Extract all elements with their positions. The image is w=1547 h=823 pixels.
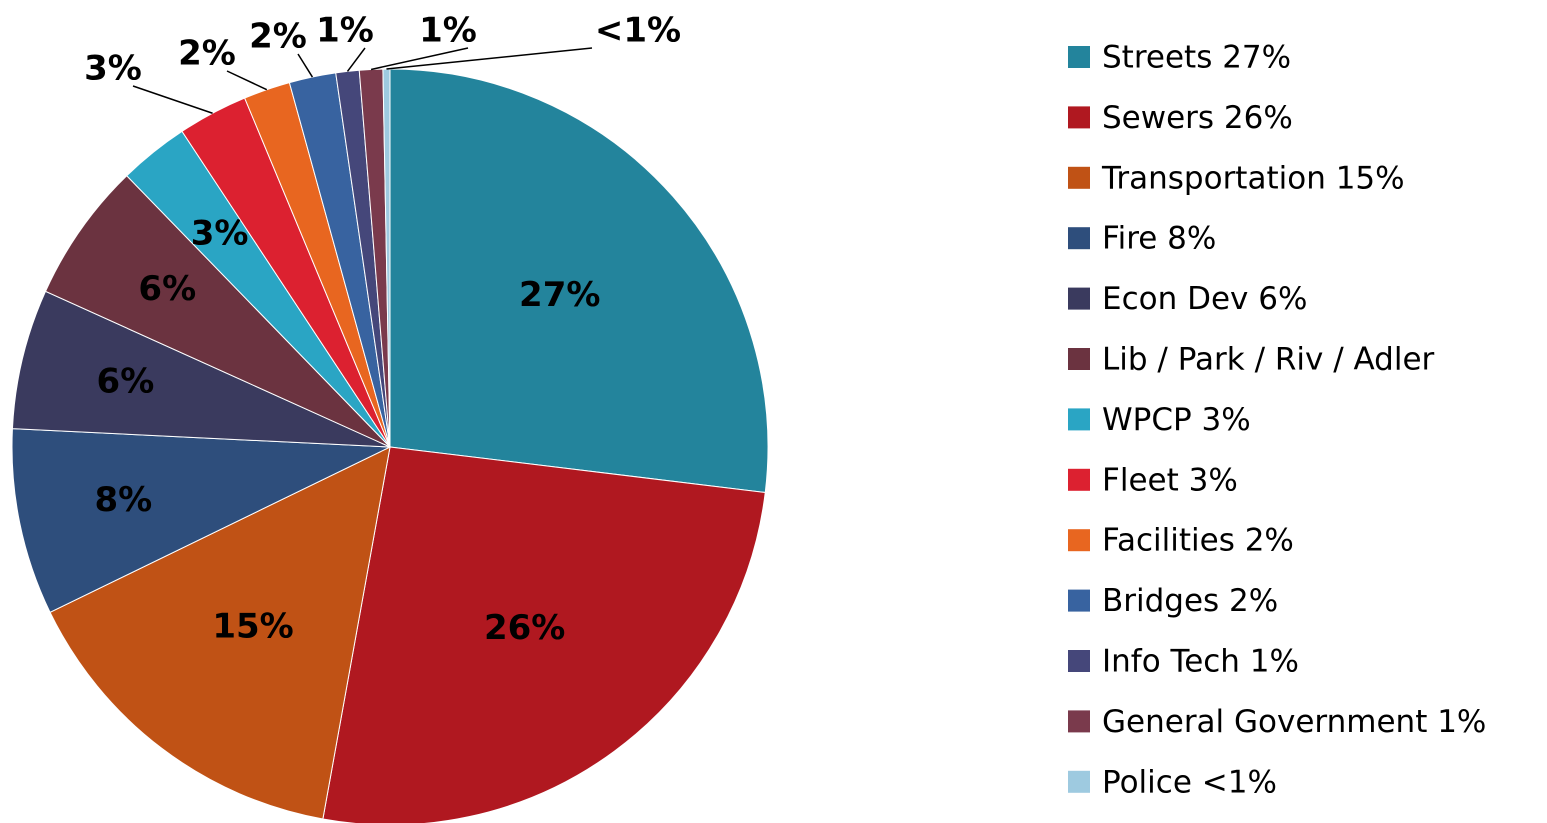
- legend-label: Info Tech 1%: [1102, 644, 1299, 680]
- legend-swatch: [1068, 589, 1090, 612]
- data-label: <1%: [595, 11, 681, 51]
- legend-label: Econ Dev 6%: [1102, 281, 1307, 317]
- legend-label: Sewers 26%: [1102, 100, 1293, 136]
- legend-swatch: [1068, 710, 1090, 733]
- legend-swatch: [1068, 468, 1090, 491]
- legend-swatch: [1068, 348, 1090, 370]
- data-label: 3%: [191, 213, 249, 253]
- data-label: 6%: [138, 269, 196, 309]
- data-label: 26%: [484, 608, 565, 648]
- data-label: 1%: [316, 11, 374, 51]
- legend-label: Fire 8%: [1102, 221, 1216, 257]
- legend-swatch: [1068, 166, 1090, 189]
- leader-line: [346, 47, 366, 72]
- legend-swatch: [1068, 46, 1090, 68]
- pie-slice: [11, 290, 391, 448]
- leader-line: [370, 47, 469, 71]
- legend-swatch: [1068, 287, 1090, 310]
- pie-slice: [49, 446, 391, 820]
- legend-label: General Government 1%: [1102, 704, 1486, 740]
- legend-label: WPCP 3%: [1102, 402, 1251, 438]
- data-label: 6%: [97, 362, 155, 402]
- legend-swatch: [1068, 106, 1090, 129]
- data-label: 1%: [419, 11, 477, 51]
- legend-label: Bridges 2%: [1102, 583, 1278, 619]
- data-label: 15%: [212, 606, 293, 646]
- legend-label: Transportation 15%: [1101, 160, 1405, 196]
- data-label: 3%: [84, 49, 142, 89]
- legend-swatch: [1068, 770, 1090, 793]
- legend-label: Lib / Park / Riv / Adler: [1102, 342, 1435, 378]
- data-label: 27%: [519, 275, 600, 315]
- legend-swatch: [1068, 227, 1090, 250]
- legend-swatch: [1068, 529, 1090, 552]
- legend-label: Facilities 2%: [1102, 523, 1294, 559]
- leader-line: [297, 53, 314, 78]
- data-label: 8%: [95, 480, 153, 520]
- pie-slice: [44, 175, 391, 448]
- legend-label: Police <1%: [1102, 764, 1277, 800]
- legend-swatch: [1068, 650, 1090, 672]
- legend-swatch: [1068, 408, 1090, 431]
- leader-line: [386, 47, 593, 70]
- data-label: 2%: [249, 17, 307, 57]
- pie-slice: [11, 428, 391, 613]
- leader-line: [132, 85, 213, 114]
- pie-slice: [322, 446, 766, 823]
- pie-slice: [389, 68, 769, 494]
- data-label: 2%: [178, 34, 236, 74]
- leader-line: [226, 70, 268, 91]
- legend-label: Fleet 3%: [1102, 462, 1238, 498]
- legend-label: Streets 27%: [1102, 40, 1291, 76]
